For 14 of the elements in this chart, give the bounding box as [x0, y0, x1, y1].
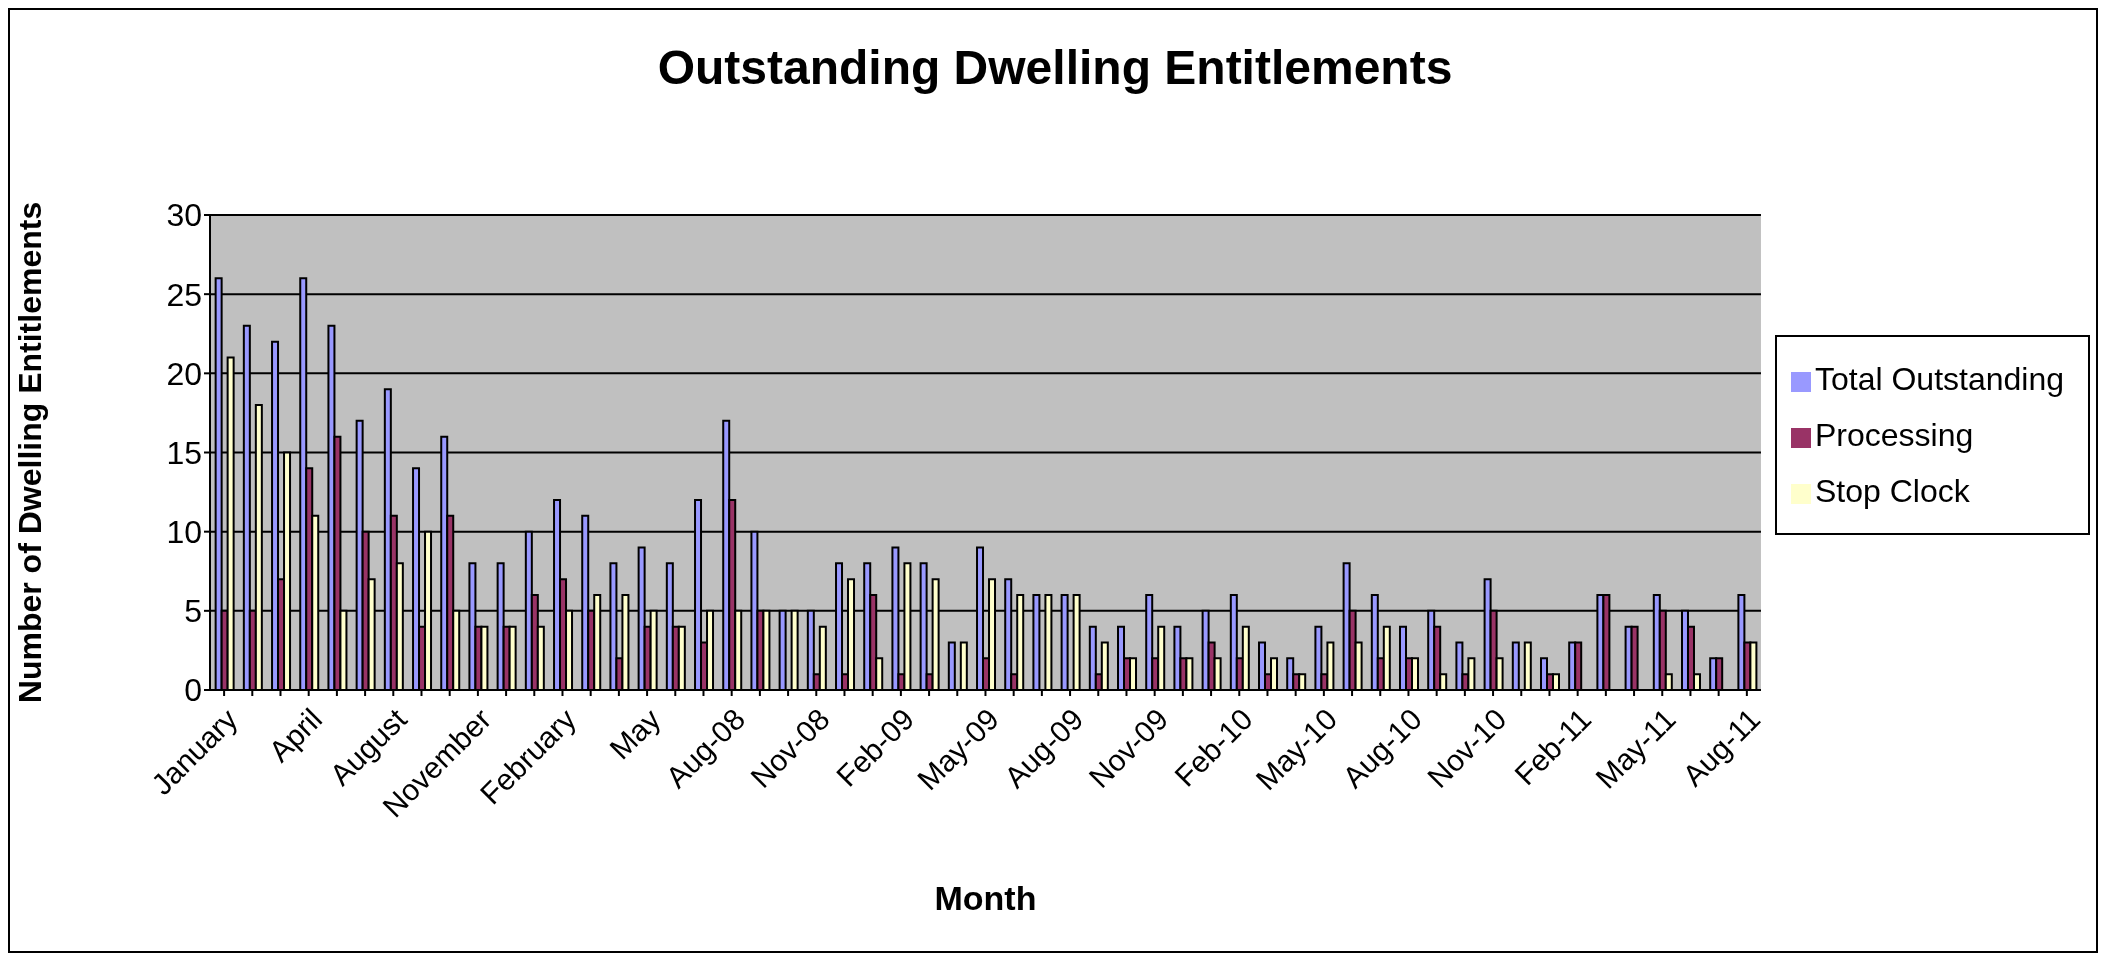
y-tick-label: 25	[166, 276, 202, 313]
y-tick-label: 20	[166, 355, 202, 392]
legend-label: Processing	[1814, 417, 1974, 453]
y-tick-label: 15	[166, 434, 202, 471]
legend-label: Stop Clock	[1814, 473, 1970, 509]
y-tick-label: 10	[166, 514, 202, 551]
x-axis-title: Month	[934, 879, 1037, 917]
chart-title: Outstanding Dwelling Entitlements	[656, 40, 1454, 95]
x-tick-label: May	[603, 702, 667, 766]
y-tick-label: 30	[166, 197, 202, 234]
y-tick-label: 5	[184, 593, 202, 630]
y-tick-label: 0	[184, 672, 202, 709]
legend-label: Total Outstanding	[1814, 361, 2064, 397]
y-axis-title: Number of Dwelling Entitlements	[12, 201, 49, 704]
